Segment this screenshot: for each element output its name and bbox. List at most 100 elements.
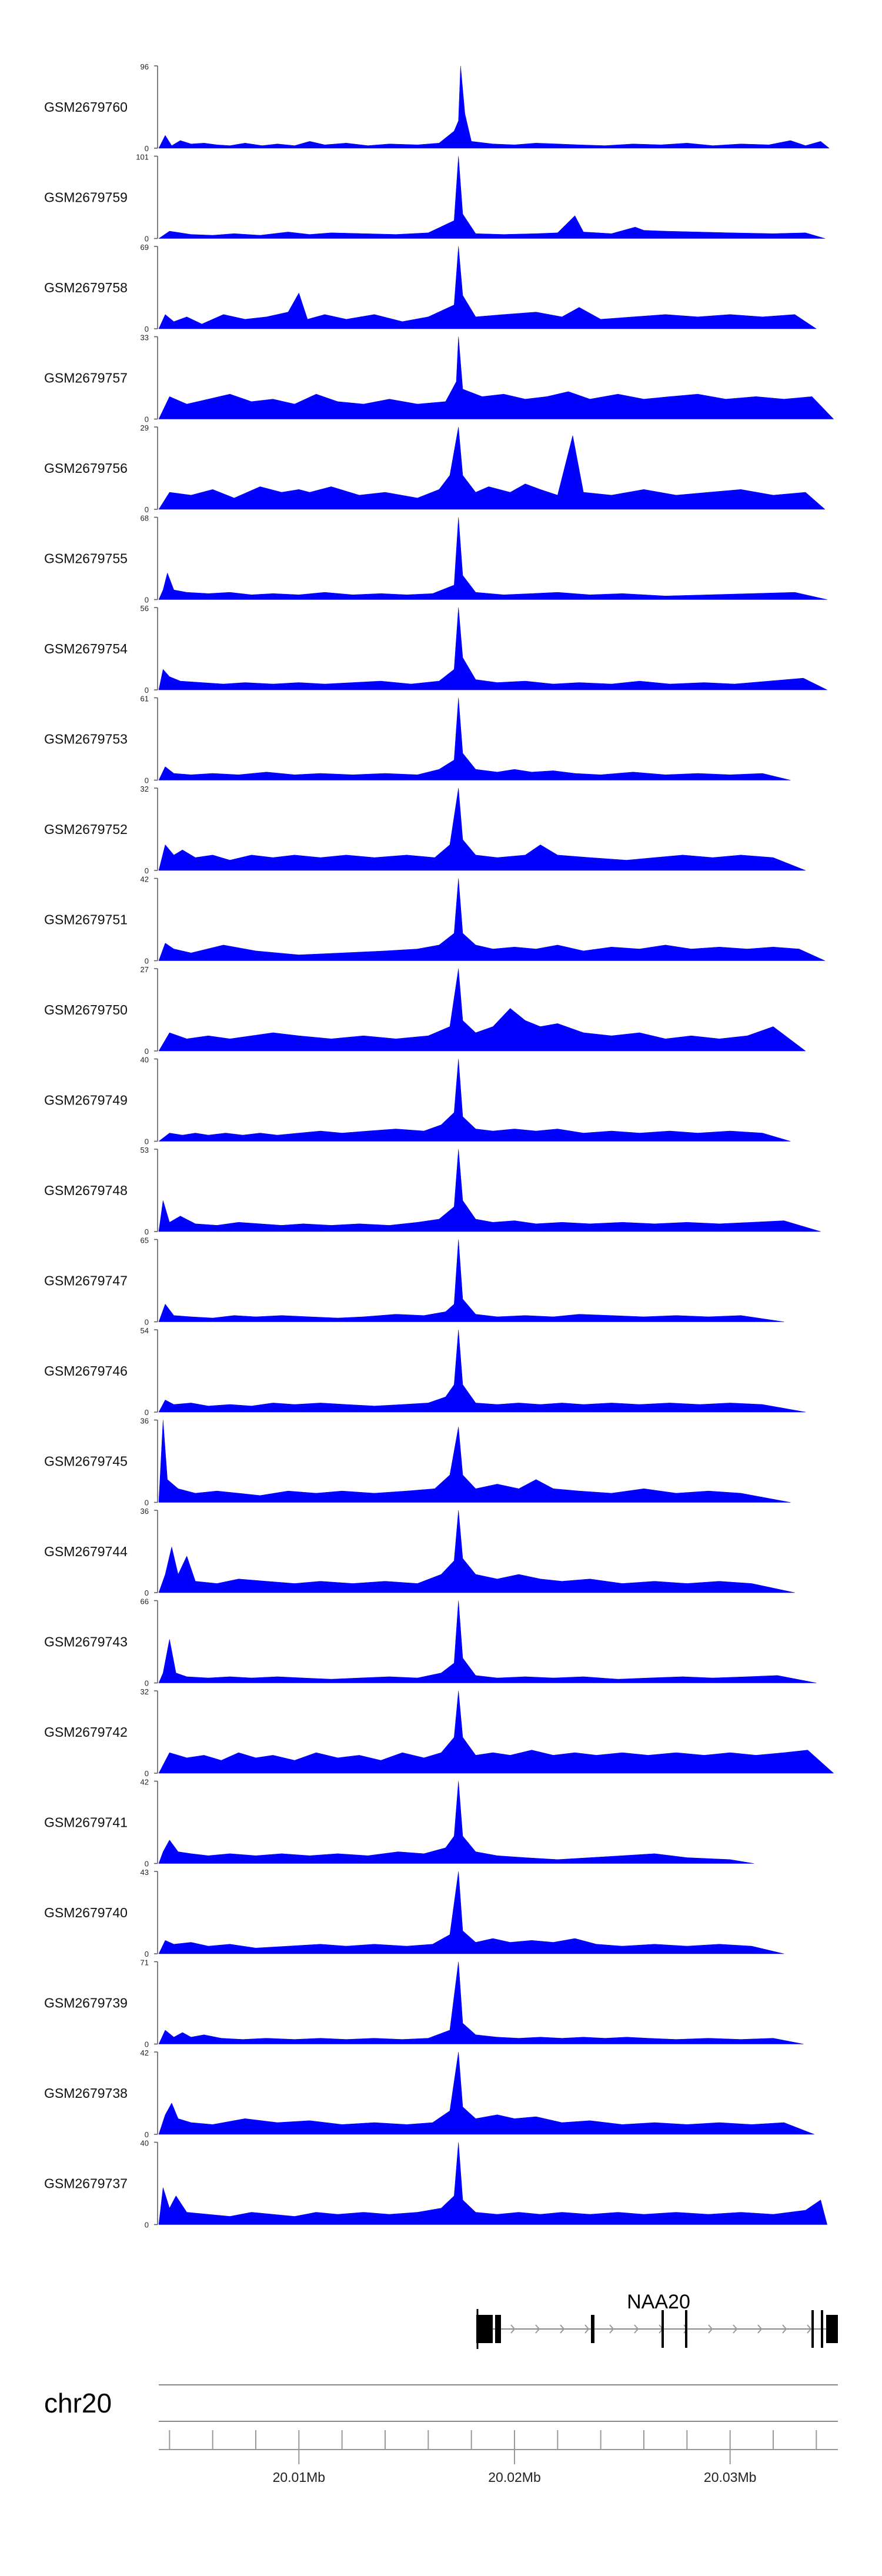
track-y-min-label: 0 — [145, 866, 149, 875]
coverage-tracks: GSM2679760960GSM26797591010GSM2679758690… — [44, 62, 834, 2230]
strand-arrow — [757, 2324, 763, 2334]
track-GSM2679755: GSM2679755 68 0 — [44, 514, 827, 605]
coverage-area — [158, 336, 834, 419]
track-GSM2679740: GSM2679740 43 0 — [44, 1868, 784, 1958]
track-y-max-label: 68 — [141, 514, 149, 523]
track-label: GSM2679738 — [44, 2086, 128, 2101]
track-label: GSM2679746 — [44, 1363, 128, 1379]
track-y-min-label: 0 — [145, 1679, 149, 1688]
track-GSM2679756: GSM2679756 29 0 — [44, 423, 826, 514]
track-label: GSM2679742 — [44, 1724, 128, 1740]
track-y-min-label: 0 — [145, 1769, 149, 1778]
track-y-min-label: 0 — [145, 1047, 149, 1056]
track-GSM2679751: GSM2679751 42 0 — [44, 875, 826, 966]
strand-arrow — [708, 2324, 713, 2334]
coverage-area — [158, 156, 826, 239]
gene-exon — [821, 2310, 823, 2348]
track-GSM2679744: GSM2679744 36 0 — [44, 1507, 795, 1597]
track-y-min-label: 0 — [145, 1318, 149, 1327]
track-y-min-label: 0 — [145, 144, 149, 153]
gene-exon — [662, 2310, 664, 2348]
track-GSM2679753: GSM2679753 61 0 — [44, 695, 791, 785]
track-label: GSM2679750 — [44, 1002, 128, 1017]
coverage-area — [158, 1690, 834, 1774]
track-label: GSM2679747 — [44, 1273, 128, 1289]
strand-arrow — [807, 2324, 812, 2334]
strand-arrow — [609, 2324, 614, 2334]
track-y-max-label: 66 — [141, 1597, 149, 1606]
track-y-max-label: 96 — [141, 62, 149, 71]
track-GSM2679758: GSM2679758 69 0 — [44, 243, 817, 333]
track-y-min-label: 0 — [145, 776, 149, 785]
gene-exon — [591, 2315, 594, 2343]
track-label: GSM2679760 — [44, 99, 128, 115]
track-y-max-label: 65 — [141, 1236, 149, 1245]
track-y-min-label: 0 — [145, 1499, 149, 1507]
coverage-area — [158, 698, 791, 780]
track-y-min-label: 0 — [145, 235, 149, 243]
track-label: GSM2679752 — [44, 822, 128, 837]
gene-exon — [826, 2315, 838, 2343]
track-y-max-label: 101 — [136, 153, 149, 162]
coverage-area — [158, 1871, 784, 1954]
track-y-min-label: 0 — [145, 325, 149, 333]
coverage-area — [158, 878, 826, 961]
genome-axis-ticks: 20.01Mb 20.02Mb 20.03Mb — [169, 2430, 817, 2485]
coverage-area — [158, 517, 827, 600]
track-y-max-label: 27 — [141, 965, 149, 974]
track-label: GSM2679759 — [44, 190, 128, 205]
track-label: GSM2679758 — [44, 280, 128, 295]
track-y-max-label: 36 — [141, 1507, 149, 1516]
gene-model-track: NAA20 — [476, 2291, 838, 2349]
track-label: GSM2679744 — [44, 1544, 128, 1559]
strand-arrow — [510, 2324, 516, 2334]
track-y-max-label: 42 — [141, 2048, 149, 2057]
track-GSM2679757: GSM2679757 33 0 — [44, 333, 834, 424]
track-GSM2679759: GSM2679759 101 0 — [44, 153, 826, 243]
track-label: GSM2679741 — [44, 1815, 128, 1830]
track-y-min-label: 0 — [145, 596, 149, 605]
coverage-area — [158, 426, 826, 510]
strand-arrow — [584, 2324, 590, 2334]
track-y-min-label: 0 — [145, 1137, 149, 1146]
track-y-max-label: 33 — [141, 333, 149, 342]
track-y-max-label: 71 — [141, 1958, 149, 1967]
coverage-area — [158, 2142, 828, 2225]
gene-exon — [495, 2315, 501, 2343]
gene-model — [476, 2309, 838, 2349]
coverage-area — [158, 65, 830, 149]
chromosome-label: chr20 — [44, 2388, 112, 2418]
coverage-area — [158, 1239, 784, 1322]
track-GSM2679741: GSM2679741 42 0 — [44, 1778, 754, 1868]
track-y-max-label: 54 — [141, 1326, 149, 1335]
track-y-max-label: 29 — [141, 423, 149, 432]
track-GSM2679737: GSM2679737 40 0 — [44, 2139, 828, 2230]
track-label: GSM2679751 — [44, 912, 128, 927]
gene-exon — [811, 2310, 814, 2348]
track-label: GSM2679755 — [44, 551, 128, 566]
axis-tick-label: 20.01Mb — [273, 2470, 326, 2485]
track-y-min-label: 0 — [145, 505, 149, 514]
track-label: GSM2679740 — [44, 1905, 128, 1920]
gene-name-label: NAA20 — [627, 2291, 690, 2313]
track-label: GSM2679753 — [44, 732, 128, 747]
track-y-max-label: 61 — [141, 695, 149, 703]
track-label: GSM2679748 — [44, 1183, 128, 1198]
track-y-max-label: 43 — [141, 1868, 149, 1877]
track-y-max-label: 32 — [141, 785, 149, 793]
coverage-area — [158, 1420, 791, 1503]
track-GSM2679749: GSM2679749 40 0 — [44, 1056, 791, 1146]
genome-axis: 20.01Mb 20.02Mb 20.03Mb — [159, 2430, 838, 2485]
track-label: GSM2679757 — [44, 371, 128, 386]
track-y-min-label: 0 — [145, 2040, 149, 2049]
coverage-area — [158, 968, 806, 1052]
track-GSM2679743: GSM2679743 66 0 — [44, 1597, 817, 1688]
track-label: GSM2679737 — [44, 2176, 128, 2191]
track-y-max-label: 40 — [141, 1056, 149, 1065]
track-label: GSM2679754 — [44, 641, 128, 656]
track-label: GSM2679749 — [44, 1093, 128, 1108]
track-GSM2679754: GSM2679754 56 0 — [44, 604, 827, 695]
strand-arrow — [535, 2324, 540, 2334]
coverage-area — [158, 1600, 817, 1683]
